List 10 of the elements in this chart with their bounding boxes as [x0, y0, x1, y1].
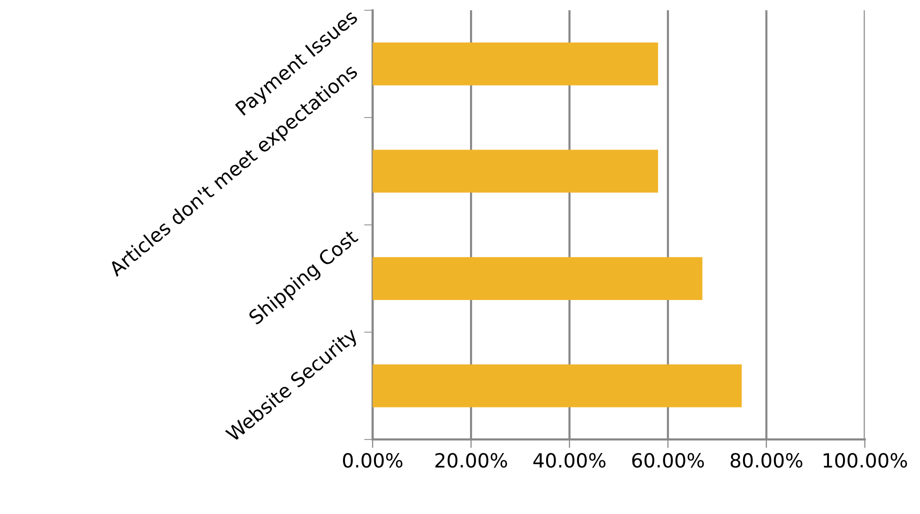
- x-tick-label: 100.00%: [824, 453, 907, 468]
- x-tick-label: 80.00%: [730, 453, 802, 468]
- bar: [372, 150, 658, 193]
- bar: [372, 42, 658, 86]
- bar: [372, 364, 742, 408]
- x-tick-label: 60.00%: [632, 453, 704, 468]
- x-tick-label: 40.00%: [533, 453, 606, 468]
- bar: [372, 257, 702, 300]
- x-tick-label: 20.00%: [435, 453, 508, 468]
- x-tick-label: 0.00%: [342, 453, 402, 468]
